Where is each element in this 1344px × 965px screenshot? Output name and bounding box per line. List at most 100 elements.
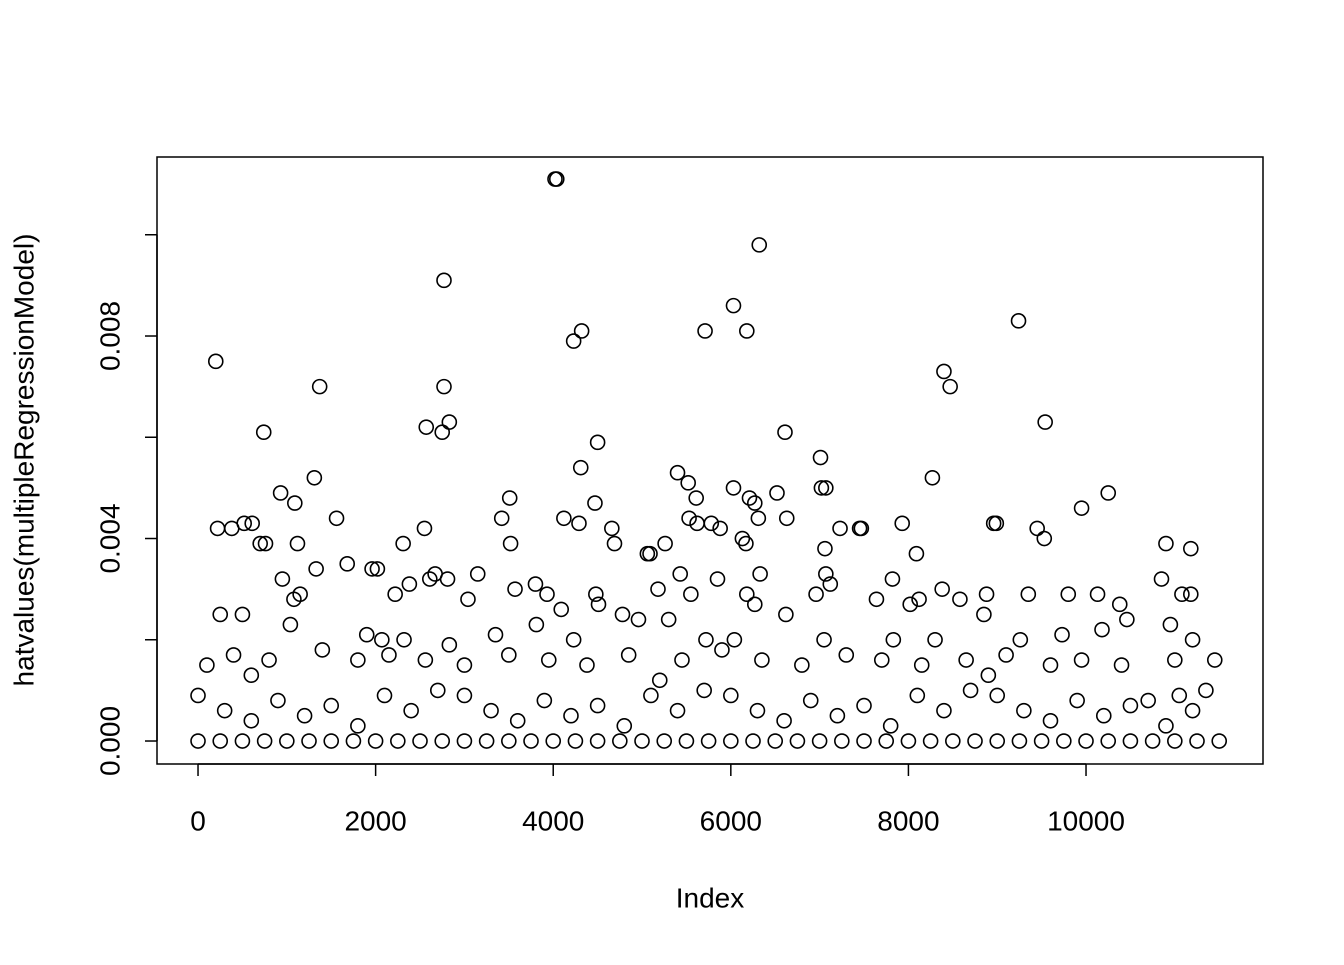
point — [769, 485, 785, 501]
point — [528, 616, 545, 633]
point — [1036, 530, 1053, 547]
point — [751, 237, 768, 253]
point — [216, 702, 233, 719]
point — [527, 576, 544, 592]
point — [434, 424, 451, 441]
point — [683, 586, 699, 603]
point — [614, 606, 631, 623]
point — [1113, 657, 1130, 673]
point — [417, 652, 434, 668]
point — [908, 545, 925, 562]
point — [308, 561, 324, 577]
point — [651, 672, 668, 689]
point — [794, 657, 810, 673]
point — [539, 586, 555, 603]
point — [252, 535, 268, 552]
point — [456, 687, 473, 704]
point — [1140, 692, 1156, 709]
point — [723, 733, 739, 749]
point — [952, 591, 968, 608]
point — [257, 535, 274, 552]
point — [822, 576, 839, 592]
point — [739, 323, 755, 339]
point — [936, 702, 952, 719]
point — [924, 469, 941, 486]
point — [616, 718, 633, 734]
point — [672, 566, 689, 582]
point — [1122, 733, 1139, 749]
point — [1089, 586, 1106, 603]
point — [306, 469, 323, 486]
point — [902, 596, 918, 613]
point — [1016, 702, 1032, 719]
point — [1100, 733, 1117, 749]
point — [802, 692, 819, 709]
point — [387, 586, 403, 603]
point — [829, 707, 846, 724]
point — [767, 733, 784, 749]
x-tick-label: 2000 — [344, 805, 406, 836]
point — [958, 652, 974, 668]
point — [314, 642, 331, 658]
point — [818, 480, 834, 496]
point — [634, 733, 650, 749]
point — [429, 682, 446, 699]
point — [816, 631, 832, 648]
point — [657, 535, 673, 552]
point — [502, 535, 519, 552]
point — [590, 596, 607, 613]
point — [207, 353, 224, 370]
point — [1183, 586, 1199, 603]
point — [1158, 718, 1174, 734]
point — [190, 687, 206, 704]
point — [1037, 414, 1053, 430]
point — [436, 378, 452, 395]
point — [812, 449, 829, 466]
point — [396, 631, 412, 648]
x-axis-label: Index — [676, 882, 745, 913]
point — [565, 631, 582, 648]
plot-frame — [156, 156, 1264, 765]
point — [936, 363, 952, 380]
point — [911, 591, 927, 608]
point — [612, 733, 628, 749]
point — [878, 733, 895, 749]
point — [778, 510, 795, 527]
point — [1073, 500, 1090, 516]
point — [868, 591, 885, 608]
point — [739, 586, 755, 603]
point — [723, 687, 739, 704]
point — [776, 712, 792, 729]
point — [390, 733, 406, 749]
point — [808, 586, 824, 603]
point — [922, 733, 939, 749]
point — [567, 733, 584, 749]
point — [587, 495, 603, 511]
point — [998, 647, 1014, 663]
point — [369, 561, 386, 577]
point — [754, 652, 770, 668]
point — [212, 733, 229, 749]
point — [234, 733, 251, 749]
point — [838, 647, 855, 663]
point — [606, 535, 623, 552]
point — [1054, 626, 1070, 643]
point — [834, 733, 850, 749]
point — [1020, 586, 1037, 603]
point — [460, 591, 476, 608]
point — [323, 697, 340, 714]
point — [745, 733, 761, 749]
point — [1119, 611, 1135, 628]
point — [1042, 712, 1059, 729]
point — [412, 733, 428, 749]
point — [523, 733, 539, 749]
point — [1174, 586, 1190, 603]
point — [493, 510, 510, 527]
point — [212, 606, 229, 623]
x-tick-label: 4000 — [522, 805, 584, 836]
point — [978, 586, 995, 603]
point — [1198, 682, 1214, 699]
point — [681, 510, 697, 527]
point — [980, 667, 997, 684]
point — [507, 581, 523, 597]
